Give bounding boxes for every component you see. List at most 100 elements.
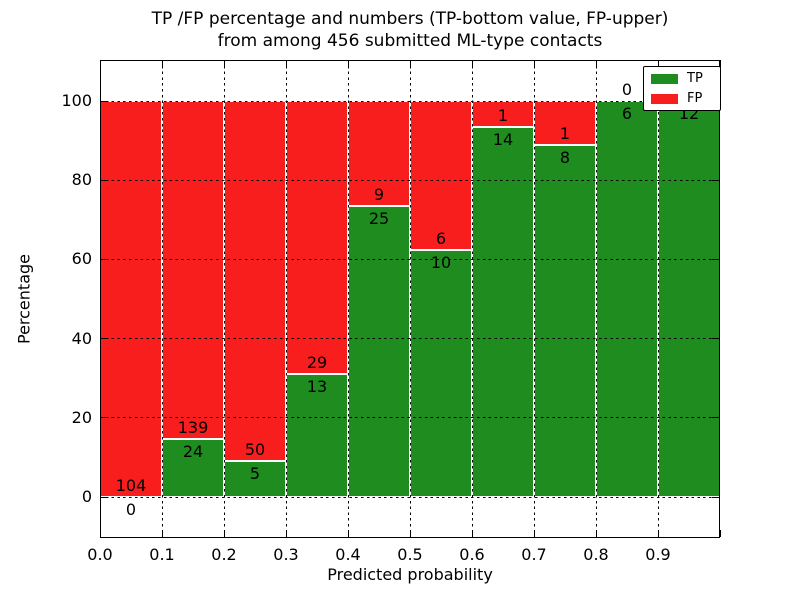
x-axis-label: Predicted probability	[327, 565, 493, 584]
y-tick-mark	[712, 258, 719, 261]
x-tick-mark	[348, 60, 350, 67]
y-tick-mark	[712, 338, 719, 340]
v-gridline	[472, 60, 473, 538]
y-tick-mark	[712, 417, 719, 419]
bar-segment-tp	[596, 101, 658, 497]
y-tick-mark	[100, 417, 107, 419]
v-gridline	[658, 60, 659, 538]
v-gridline	[286, 60, 287, 538]
bar-segment-fp	[286, 101, 348, 375]
x-tick-label: 0.2	[211, 545, 237, 564]
chart-title-line2: from among 456 submitted ML-type contact…	[217, 31, 603, 51]
y-tick-mark	[712, 496, 719, 498]
x-tick-mark	[162, 530, 164, 537]
v-gridline	[410, 60, 411, 538]
x-tick-mark	[472, 530, 474, 537]
fp-count-label: 6	[435, 228, 447, 248]
x-tick-mark	[720, 530, 722, 537]
legend-label-fp: FP	[687, 91, 703, 106]
fp-count-label: 1	[559, 124, 571, 143]
x-tick-label: 0.1	[149, 545, 175, 564]
legend-entry-tp: TP	[651, 72, 713, 85]
tp-count-label: 10	[430, 252, 452, 272]
fp-count-label: 1	[497, 106, 509, 126]
x-tick-mark	[100, 60, 102, 67]
x-tick-label: 0.3	[273, 545, 299, 564]
legend-label-tp: TP	[687, 71, 703, 86]
x-tick-mark	[596, 530, 598, 537]
fp-count-label: 139	[177, 417, 209, 437]
x-tick-label: 0.0	[87, 545, 113, 564]
fp-count-label: 50	[244, 440, 266, 459]
bar-segment-fp	[224, 101, 286, 461]
bar-segment-fp	[100, 101, 162, 497]
y-tick-label: 80	[71, 170, 92, 190]
x-tick-mark	[410, 530, 412, 537]
v-gridline	[596, 60, 597, 538]
bar-segment-tp	[472, 127, 534, 497]
x-tick-mark	[224, 530, 226, 537]
y-tick-mark	[712, 179, 719, 181]
x-tick-mark	[100, 530, 102, 537]
bar-segment-fp	[534, 101, 596, 145]
y-tick-label: 20	[71, 407, 92, 427]
x-tick-label: 0.4	[335, 545, 361, 564]
y-tick-label: 60	[71, 249, 92, 269]
bar-segment-tp	[286, 374, 348, 497]
bar-segment-fp	[410, 101, 472, 250]
tp-color-swatch	[651, 73, 678, 84]
x-tick-mark	[534, 60, 536, 67]
x-tick-mark	[596, 60, 598, 67]
x-tick-label: 0.7	[521, 545, 547, 564]
x-tick-label: 0.9	[645, 545, 671, 564]
y-tick-mark	[100, 179, 107, 181]
fp-count-label: 104	[115, 476, 147, 495]
y-tick-mark	[100, 338, 107, 340]
x-tick-mark	[658, 530, 660, 537]
fp-count-label: 9	[373, 184, 385, 204]
x-tick-mark	[410, 60, 412, 67]
bar-segment-tp	[410, 249, 472, 497]
legend: TP FP	[643, 66, 721, 111]
x-tick-mark	[162, 60, 164, 67]
tp-count-label: 6	[621, 104, 633, 123]
fp-count-label: 0	[621, 80, 633, 99]
chart-title-line1: TP /FP percentage and numbers (TP-bottom…	[151, 9, 669, 29]
tp-count-label: 14	[492, 130, 514, 150]
x-tick-label: 0.6	[459, 545, 485, 564]
y-tick-label: 0	[81, 487, 92, 506]
y-tick-label: 40	[71, 328, 92, 348]
x-tick-mark	[658, 60, 660, 67]
tp-count-label: 5	[249, 464, 261, 483]
bar-segment-tp	[658, 101, 720, 497]
chart-title: TP /FP percentage and numbers (TP-bottom…	[152, 8, 669, 52]
tp-count-label: 13	[306, 377, 328, 397]
tp-count-label: 24	[182, 441, 204, 461]
x-tick-mark	[286, 60, 288, 67]
tp-count-label: 0	[125, 500, 137, 519]
fp-count-label: 29	[306, 353, 328, 373]
bar-segment-tp	[348, 205, 410, 497]
tp-count-label: 8	[559, 148, 571, 167]
fp-color-swatch	[651, 93, 678, 104]
v-gridline	[162, 60, 163, 538]
x-tick-mark	[286, 530, 288, 537]
y-tick-mark	[100, 496, 107, 498]
bar-segment-tp	[534, 145, 596, 497]
x-tick-mark	[720, 60, 722, 67]
x-tick-mark	[534, 530, 536, 537]
x-tick-label: 0.8	[583, 545, 609, 564]
v-gridline	[224, 60, 225, 538]
tp-count-label: 25	[368, 208, 390, 228]
x-tick-mark	[348, 530, 350, 537]
y-tick-mark	[100, 258, 107, 261]
legend-entry-fp: FP	[651, 92, 713, 105]
y-axis-label: Percentage	[14, 253, 34, 345]
x-tick-label: 0.5	[397, 545, 423, 564]
x-tick-mark	[224, 60, 226, 67]
v-gridline	[534, 60, 535, 538]
y-tick-mark	[100, 100, 107, 102]
bar-segment-fp	[162, 101, 224, 439]
plot-area: TP FP 10401392450529139256101141806012	[100, 60, 722, 538]
